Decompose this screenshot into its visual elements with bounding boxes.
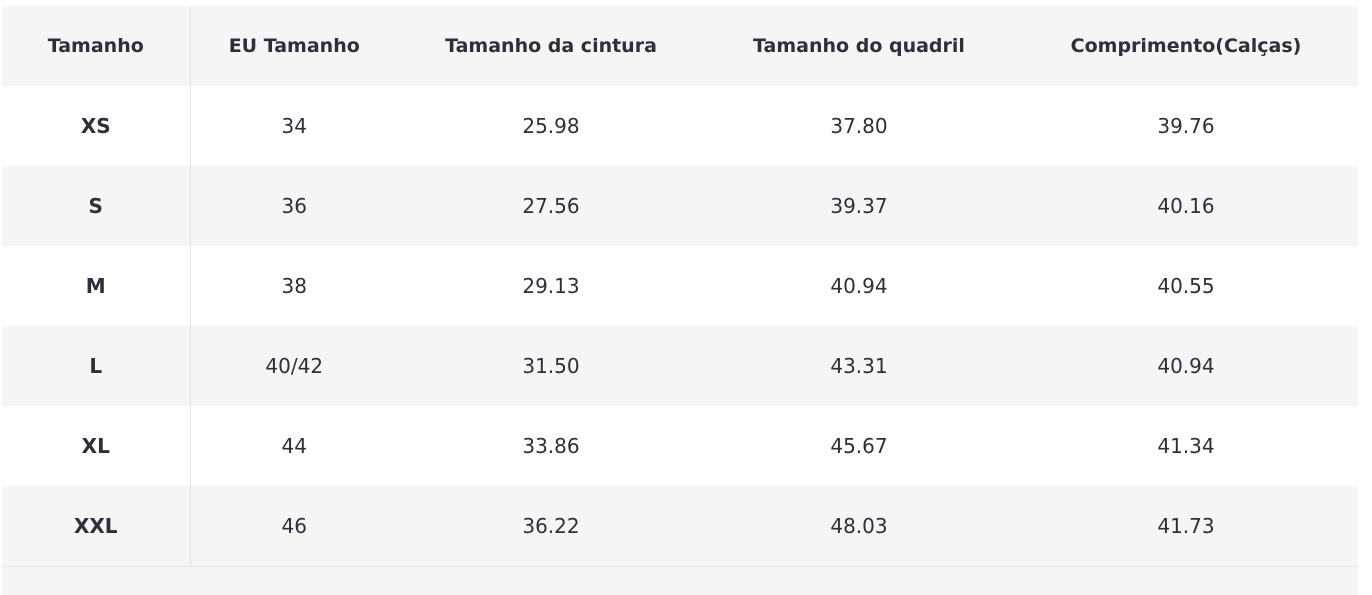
size-table: Tamanho EU Tamanho Tamanho da cintura Taman…: [2, 6, 1359, 566]
header-cell: Tamanho do quadril: [753, 35, 965, 57]
size-cell: S: [2, 166, 191, 246]
value-cell: 40.55: [1157, 274, 1215, 298]
value-cell: 31.50: [522, 354, 580, 378]
size-cell: XL: [2, 406, 191, 486]
size-table-container: Tamanho EU Tamanho Tamanho da cintura Taman…: [2, 6, 1358, 566]
header-cell: Comprimento(Calças): [1070, 35, 1302, 57]
value-cell: 45.67: [830, 434, 888, 458]
value-cell: 36.22: [522, 514, 580, 538]
table-row: M 38 29.13 40.94 40.55: [2, 246, 1358, 326]
value-cell: 40/42: [265, 354, 324, 378]
value-cell: 41.34: [1157, 434, 1215, 458]
value-cell: 33.86: [522, 434, 580, 458]
value-cell: 29.13: [522, 274, 580, 298]
value-cell: 39.37: [830, 194, 888, 218]
header-cell: Tamanho: [2, 6, 191, 86]
header-cell: Tamanho da cintura: [445, 35, 657, 57]
value-cell: 40.94: [830, 274, 888, 298]
value-cell: 27.56: [522, 194, 580, 218]
table-row: L 40/42 31.50 43.31 40.94: [2, 326, 1358, 406]
table-row: S 36 27.56 39.37 40.16: [2, 166, 1358, 246]
size-cell: XXL: [2, 486, 191, 566]
size-cell: L: [2, 326, 191, 406]
table-row: XS 34 25.98 37.80 39.76: [2, 86, 1358, 166]
size-cell: M: [2, 246, 191, 326]
value-cell: 39.76: [1157, 114, 1215, 138]
header-row: Tamanho EU Tamanho Tamanho da cintura Taman…: [2, 6, 1358, 86]
table-footer: [2, 566, 1358, 595]
table-row: XL 44 33.86 45.67 41.34: [2, 406, 1358, 486]
value-cell: 36: [281, 194, 307, 218]
value-cell: 46: [281, 514, 307, 538]
value-cell: 40.94: [1157, 354, 1215, 378]
value-cell: 44: [281, 434, 307, 458]
value-cell: 48.03: [830, 514, 888, 538]
header-cell: EU Tamanho: [228, 35, 360, 57]
value-cell: 34: [281, 114, 307, 138]
size-cell: XS: [2, 86, 191, 166]
value-cell: 43.31: [830, 354, 888, 378]
value-cell: 41.73: [1157, 514, 1215, 538]
table-row: XXL 46 36.22 48.03 41.73: [2, 486, 1358, 566]
value-cell: 38: [281, 274, 307, 298]
value-cell: 40.16: [1157, 194, 1215, 218]
value-cell: 37.80: [830, 114, 888, 138]
value-cell: 25.98: [522, 114, 580, 138]
